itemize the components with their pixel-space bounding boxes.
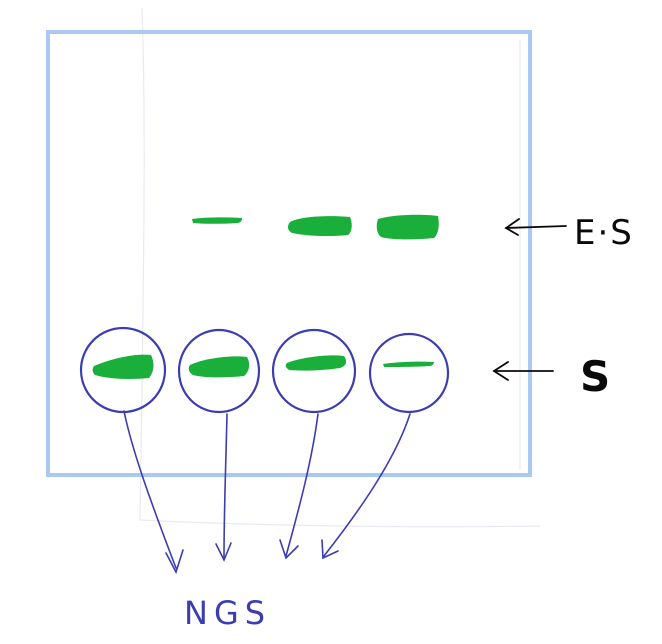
- ngs-arrow-3: [285, 413, 319, 557]
- es-band-lane-3: [376, 214, 439, 240]
- s-band-lane-3: [285, 355, 347, 371]
- ngs-arrow-2: [223, 413, 228, 559]
- s-band-lane-4: [383, 361, 434, 367]
- s-band-lane-2: [188, 356, 250, 378]
- es-pointer: [505, 225, 567, 229]
- ngs-arrow-3-head: [279, 539, 299, 560]
- es-band-row: [192, 214, 439, 240]
- label-pointers: [492, 218, 567, 381]
- es-band-lane-1: [192, 217, 242, 224]
- s-circle-lane-1: [79, 326, 167, 414]
- es-band-lane-2: [287, 216, 352, 237]
- ngs-arrows: [123, 410, 411, 575]
- s-pointer-head: [492, 361, 509, 381]
- es-pointer-head: [504, 218, 520, 236]
- s-circle-lane-2: [177, 328, 261, 414]
- s-label: S: [580, 352, 610, 401]
- ngs-arrow-1: [123, 410, 177, 569]
- ngs-arrow-4-head: [321, 539, 339, 560]
- ngs-arrow-1-head: [165, 549, 184, 575]
- s-circle-lane-4: [368, 332, 450, 414]
- s-circle-lane-3: [271, 328, 357, 414]
- s-band-lane-1: [92, 354, 154, 379]
- sketch-guide-lines: [139, 7, 541, 528]
- ngs-label: NGS: [184, 594, 271, 632]
- gel-frame: [46, 30, 532, 477]
- ngs-arrow-2-head: [215, 542, 232, 562]
- es-label: E·S: [574, 213, 634, 253]
- s-band-row: [92, 354, 434, 379]
- ngs-arrow-4: [323, 413, 411, 557]
- s-circles: [79, 326, 450, 414]
